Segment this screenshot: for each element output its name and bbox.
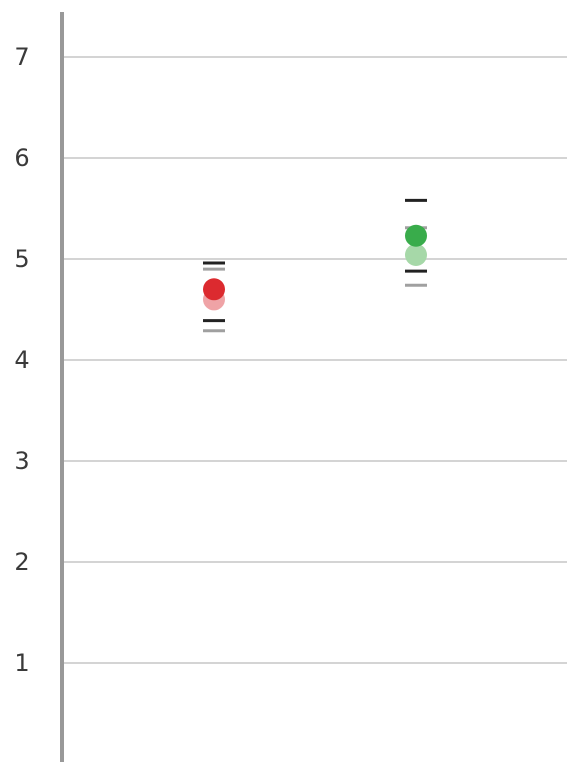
data-marks [203, 198, 427, 333]
y-tick-label-2: 2 [14, 548, 29, 576]
point-2 [405, 224, 427, 247]
point-light-2 [405, 243, 427, 266]
y-tick-label-5: 5 [14, 245, 29, 273]
y-tick-label-3: 3 [14, 447, 29, 475]
y-tick-labels: 1 2 3 4 5 6 7 [14, 43, 29, 677]
y-tick-label-7: 7 [14, 43, 29, 71]
y-tick-label-4: 4 [14, 346, 29, 374]
grid [62, 56, 567, 664]
point-1 [203, 278, 225, 301]
y-tick-label-1: 1 [14, 649, 29, 677]
y-tick-label-6: 6 [14, 144, 29, 172]
